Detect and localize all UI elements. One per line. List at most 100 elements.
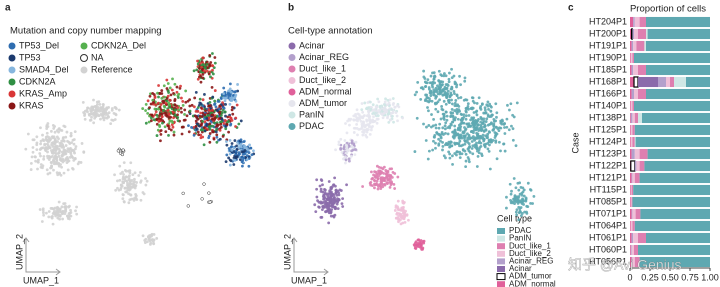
cell-dot <box>460 118 464 121</box>
cell-dot <box>433 135 436 139</box>
cell-dot <box>122 161 126 165</box>
cell-dot <box>50 166 53 170</box>
cell-dot <box>453 92 456 96</box>
cell-dot <box>522 188 526 192</box>
cell-dot <box>475 101 479 105</box>
cell-dot <box>157 123 161 127</box>
cell-dot <box>319 187 323 191</box>
cell-dot <box>201 111 205 115</box>
cell-dot <box>239 145 243 148</box>
cell-dot <box>416 238 420 242</box>
cell-dot <box>336 200 339 204</box>
bar-segment <box>639 148 648 160</box>
cell-dot <box>163 95 167 99</box>
cell-dot <box>469 118 473 122</box>
cell-dot <box>320 208 324 212</box>
x-tick-label: 1.00 <box>701 272 719 282</box>
cell-dot <box>464 127 468 131</box>
cell-dot <box>502 142 505 146</box>
cell-dot <box>110 109 114 112</box>
cell-dot <box>58 149 62 153</box>
cell-dot <box>396 119 399 123</box>
legend-label: TP53 <box>19 52 41 62</box>
cell-dot <box>35 135 39 139</box>
cell-dot <box>141 234 145 238</box>
cell-dot <box>442 99 446 103</box>
cell-dot <box>197 103 201 107</box>
cell-dot <box>218 104 222 108</box>
cell-dot <box>69 134 73 138</box>
umap-arrowhead <box>22 237 61 276</box>
cell-dot <box>486 136 489 140</box>
cell-dot <box>508 108 511 112</box>
cell-dot <box>212 137 216 141</box>
legend-label: TP53_Del <box>19 40 59 50</box>
cell-dot <box>461 143 465 147</box>
y-tick-label: HT138P1 <box>589 112 627 122</box>
cell-dot <box>445 87 449 91</box>
cell-dot <box>483 144 487 148</box>
cell-dot <box>233 95 237 98</box>
cell-dot <box>176 96 180 99</box>
cell-dot <box>207 134 211 138</box>
bar-segment <box>630 64 632 76</box>
cell-dot <box>384 169 388 172</box>
cell-dot <box>503 126 506 129</box>
cell-dot <box>35 143 39 147</box>
cell-dot <box>477 96 481 100</box>
cell-dot <box>332 183 336 187</box>
cell-dot <box>197 133 201 137</box>
cell-dot <box>484 134 488 138</box>
bar-segment <box>640 208 710 220</box>
cell-dot <box>438 133 441 137</box>
cell-dot <box>156 91 159 95</box>
cell-dot <box>86 106 90 110</box>
cell-dot <box>512 177 516 180</box>
cell-dot <box>138 171 142 174</box>
cell-dot <box>173 103 177 107</box>
cell-dot <box>471 152 475 156</box>
bar-segment <box>631 244 634 256</box>
cell-dot <box>155 134 159 137</box>
cell-dot <box>466 156 470 159</box>
cell-dot <box>52 127 56 130</box>
cell-dot <box>344 155 347 159</box>
cell-dot <box>391 97 395 100</box>
cell-dot <box>163 125 167 129</box>
cell-dot <box>348 123 351 127</box>
cell-dot <box>202 126 206 129</box>
cell-dot <box>426 106 429 109</box>
cell-dot <box>447 80 451 84</box>
cell-dot <box>223 99 227 103</box>
cell-dot <box>491 139 495 142</box>
cell-dot <box>314 210 318 213</box>
cell-dot <box>137 174 141 177</box>
cell-dot <box>52 159 55 163</box>
cell-dot <box>170 88 174 92</box>
cell-dot <box>47 215 51 219</box>
cell-dot <box>49 161 53 164</box>
cell-dot <box>479 105 483 108</box>
cell-dot <box>172 130 176 134</box>
bar-segment <box>630 244 631 256</box>
cell-dot <box>430 99 434 103</box>
cell-dot <box>55 129 59 132</box>
cell-dot <box>48 171 52 175</box>
cell-dot <box>131 173 135 177</box>
cell-dot <box>52 209 56 213</box>
cell-dot <box>148 234 152 238</box>
cell-dot <box>389 118 392 122</box>
cell-dot <box>521 199 525 203</box>
cell-dot <box>228 158 232 162</box>
bar-segment <box>644 40 646 52</box>
cell-dot <box>207 116 211 120</box>
cell-dot <box>157 95 160 99</box>
cell-dot <box>225 140 228 143</box>
cell-dot <box>476 154 480 158</box>
cell-dot <box>378 105 382 109</box>
cell-dot <box>228 93 232 96</box>
cell-dot <box>430 113 433 116</box>
cell-dot <box>349 117 353 121</box>
cell-dot <box>337 143 341 146</box>
bar-segment <box>647 28 710 40</box>
